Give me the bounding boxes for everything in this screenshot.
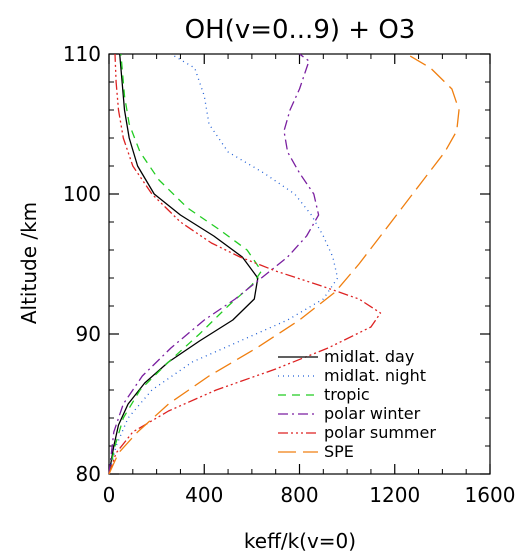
y-tick-label: 80 xyxy=(76,462,101,486)
legend-label-5: SPE xyxy=(324,442,354,461)
chart-title: OH(v=0...9) + O3 xyxy=(185,15,416,45)
series-line-0 xyxy=(108,53,259,475)
x-tick-label: 800 xyxy=(280,483,318,507)
y-tick-label: 100 xyxy=(63,182,101,206)
x-tick-label: 400 xyxy=(185,483,223,507)
series-line-3 xyxy=(108,53,320,475)
x-tick-label: 0 xyxy=(103,483,116,507)
y-tick-label: 90 xyxy=(76,322,101,346)
plot-frame xyxy=(108,53,491,475)
series-line-5 xyxy=(108,53,460,475)
legend-label-2: tropic xyxy=(324,385,370,404)
legend-label-1: midlat. night xyxy=(324,366,426,385)
series-line-1 xyxy=(108,53,339,475)
y-tick-label: 110 xyxy=(63,42,101,66)
x-axis-label: keff/k(v=0) xyxy=(244,529,356,553)
series-line-4 xyxy=(108,53,382,475)
series-line-2 xyxy=(108,53,263,475)
legend-label-4: polar summer xyxy=(324,423,436,442)
x-tick-label: 1600 xyxy=(465,483,516,507)
legend-label-0: midlat. day xyxy=(324,347,414,366)
series-layer xyxy=(108,53,460,475)
legend-label-3: polar winter xyxy=(324,404,421,423)
plot-axes: 0 400 800 1200 1600 80 90 100 110 xyxy=(63,42,516,507)
y-axis-label: Altitude /km xyxy=(17,202,41,324)
x-tick-label: 1200 xyxy=(369,483,420,507)
